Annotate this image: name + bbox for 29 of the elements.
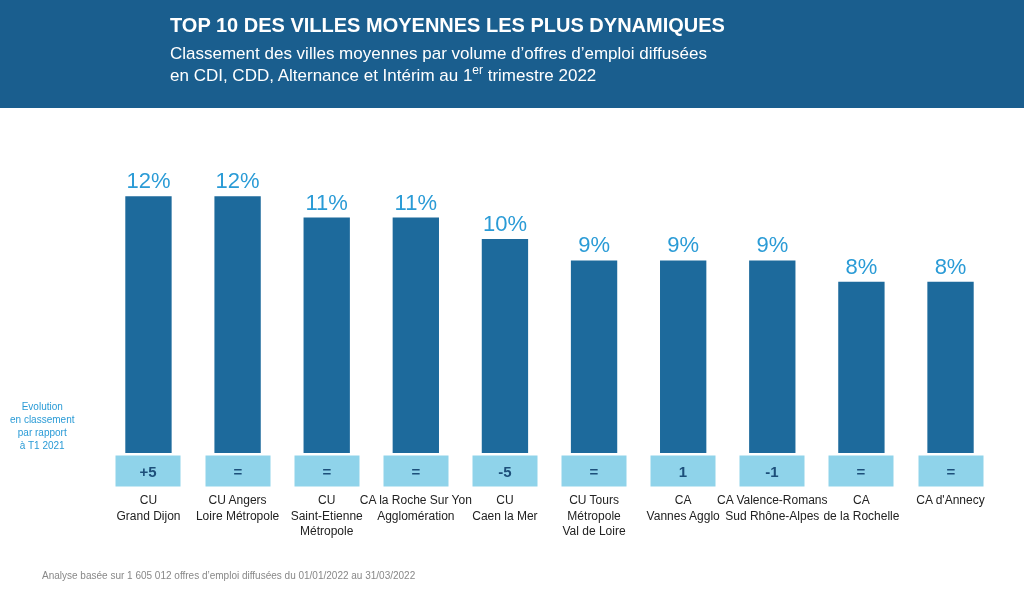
- data-label: 9%: [667, 232, 700, 258]
- chart-subtitle: Classement des villes moyennes par volume d’offres d’emploi diffusées en CDI, CDD, Alternance et Intérim au 1$^{er}$ trimestre 2022: [170, 44, 708, 86]
- text: =: [589, 462, 599, 480]
- data-label: 11%: [394, 189, 438, 215]
- x-tick-label: CU Caen la Mer: [472, 493, 538, 523]
- text: =: [233, 462, 243, 480]
- text: -1: [765, 462, 779, 480]
- data-label: 8%: [845, 253, 878, 279]
- data-label: 9%: [578, 232, 610, 258]
- data-label: 9%: [756, 232, 789, 258]
- text: Evolution en classement par rapport à T1 2021: [10, 401, 75, 451]
- text: =: [411, 462, 421, 480]
- text: =: [946, 462, 956, 480]
- text: =: [322, 462, 332, 480]
- text: +5: [139, 462, 157, 480]
- data-label: 12%: [126, 168, 171, 194]
- data-label: 11%: [305, 189, 348, 215]
- text: =: [856, 462, 866, 480]
- text: 1: [678, 462, 688, 480]
- data-label: 8%: [934, 253, 967, 279]
- chart-title: TOP 10 DES VILLES MOYENNES LES PLUS DYNAMIQUES: [170, 14, 725, 36]
- text: Analyse basée sur 1 605 012 offres d’emploi diffusées du 01/01/2022 au 31/03/2022: [42, 570, 416, 581]
- text: -5: [498, 462, 512, 480]
- x-tick-label: CU Grand Dijon: [116, 493, 181, 523]
- data-label: 12%: [215, 168, 260, 194]
- x-tick-label: CU Angers Loire Métropole: [195, 493, 280, 523]
- x-tick-label: CA d'Annecy: [916, 493, 985, 507]
- data-label: 10%: [482, 211, 527, 237]
- x-tick-label: CU Tours Métropole Val de Loire: [562, 493, 626, 539]
